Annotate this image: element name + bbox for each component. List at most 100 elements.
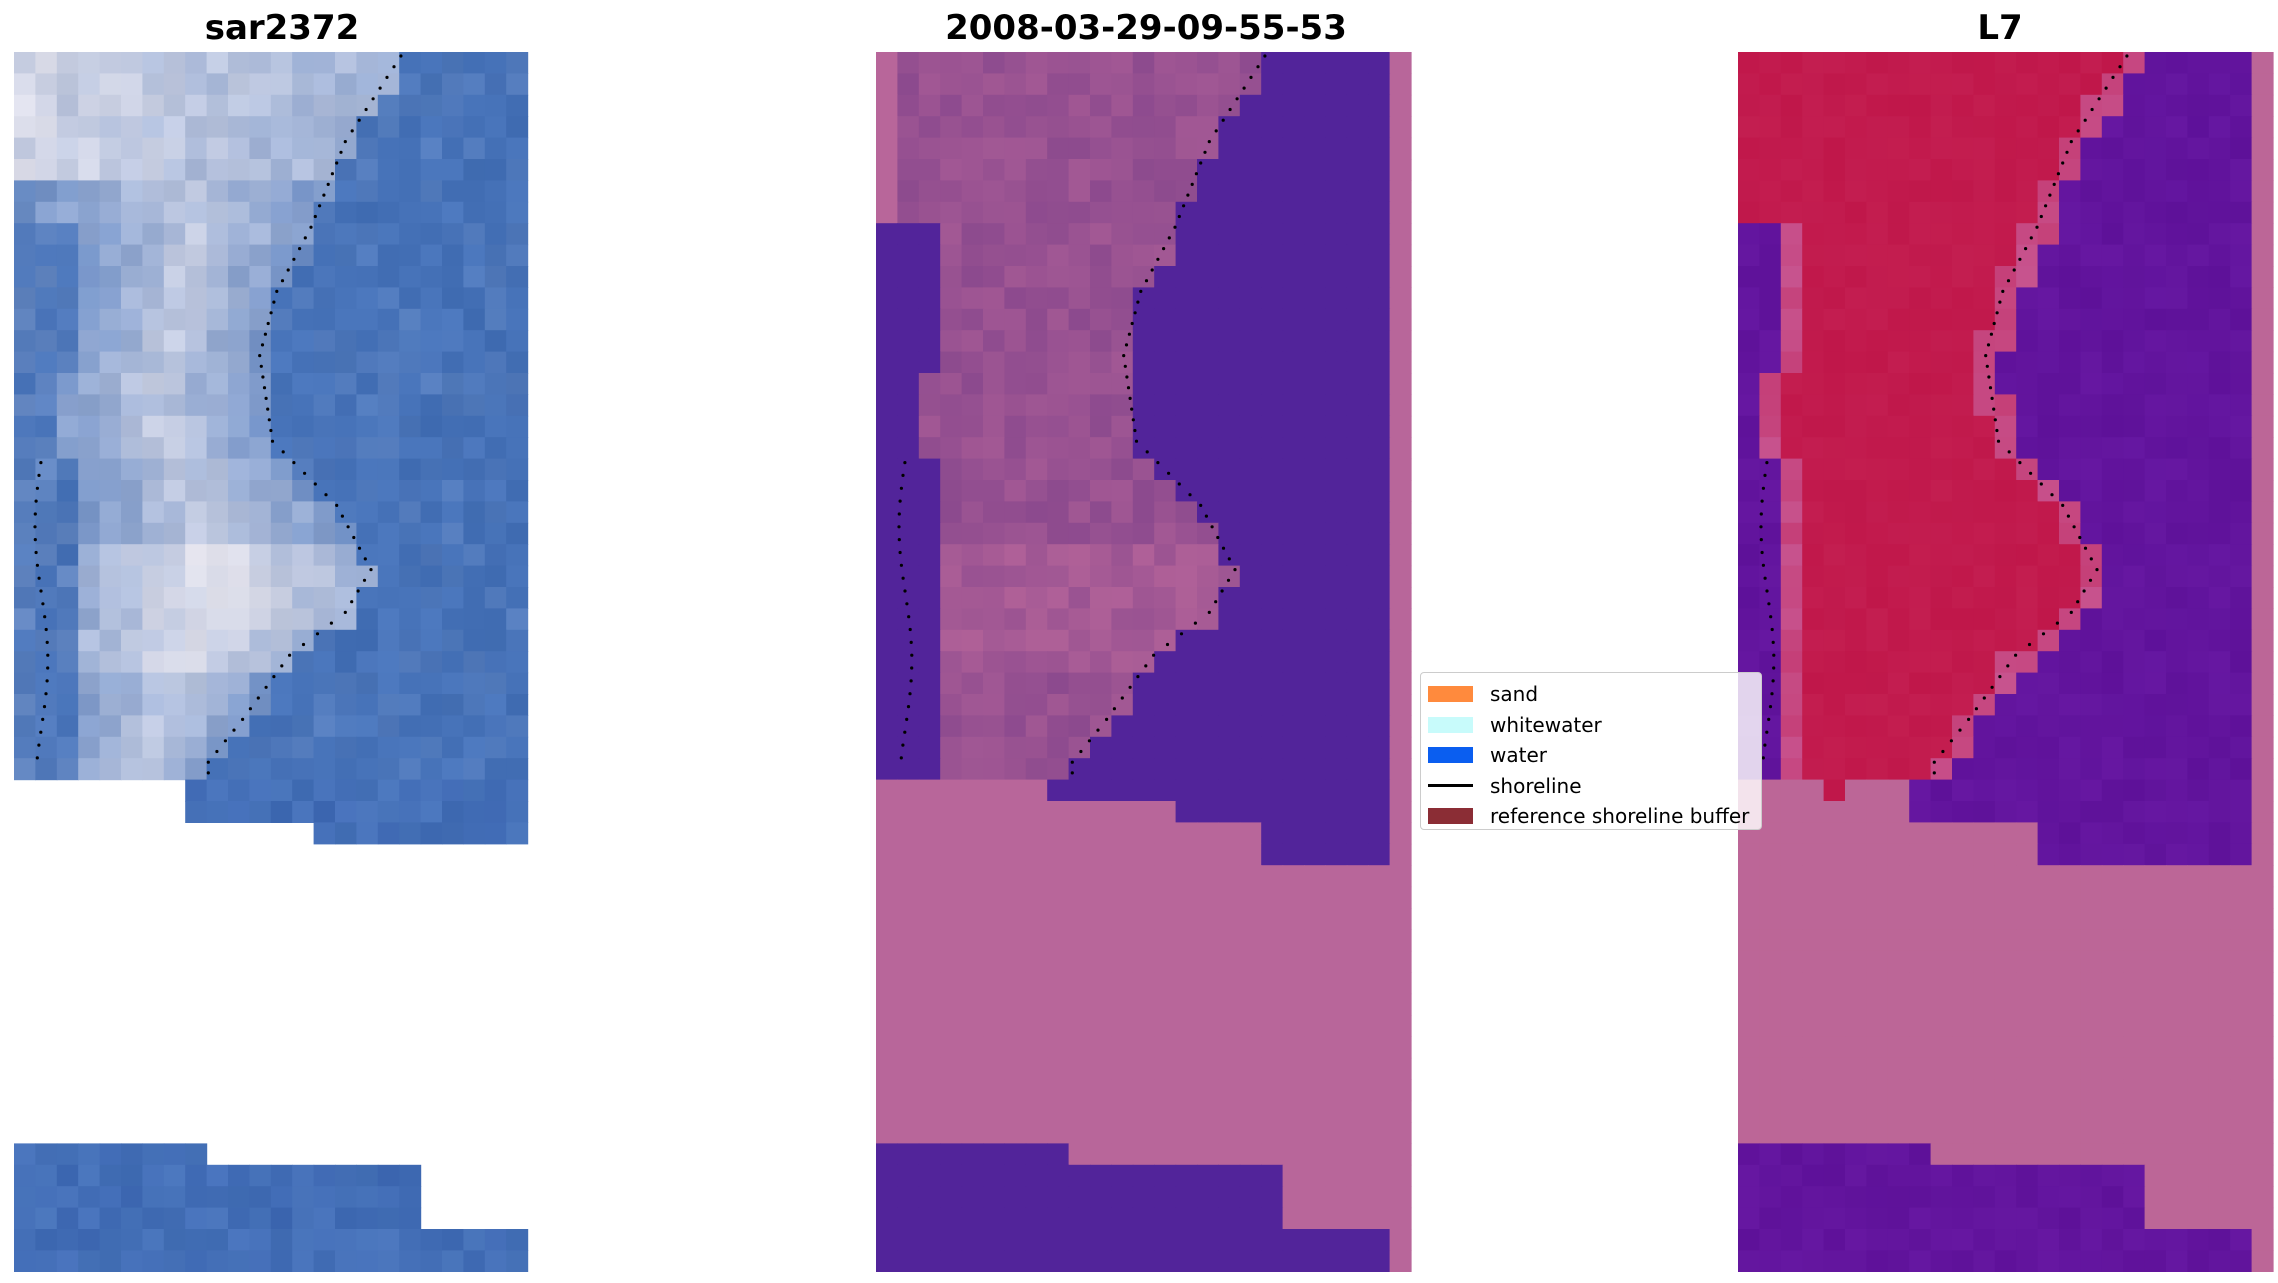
index-pixel <box>1845 1229 1867 1251</box>
rgb-pixel <box>463 736 486 759</box>
class-pixel <box>961 351 984 374</box>
index-pixel <box>1823 801 1846 823</box>
index-pixel <box>2037 1122 2060 1144</box>
rgb-pixel <box>206 52 229 74</box>
class-pixel <box>1175 159 1198 181</box>
rgb-pixel <box>249 287 272 310</box>
rgb-pixel <box>270 501 293 524</box>
rgb-pixel <box>163 308 186 331</box>
index-pixel <box>2059 758 2081 781</box>
rgb-pixel <box>142 1207 165 1230</box>
index-pixel <box>1952 201 1974 224</box>
class-pixel <box>1090 865 1112 888</box>
class-pixel <box>1154 608 1177 631</box>
class-pixel <box>1304 415 1326 438</box>
rgb-pixel <box>163 651 186 674</box>
index-pixel <box>2144 694 2167 716</box>
index-pixel <box>2037 736 2060 759</box>
class-pixel <box>1111 52 1134 74</box>
rgb-pixel <box>35 437 58 460</box>
class-pixel <box>1132 415 1155 438</box>
rgb-pixel <box>249 266 272 288</box>
rgb-pixel <box>249 480 272 502</box>
rgb-pixel <box>292 244 315 267</box>
index-pixel <box>1866 843 1889 866</box>
rgb-pixel <box>356 779 379 802</box>
rgb-pixel <box>356 629 379 652</box>
index-pixel <box>2208 1122 2231 1144</box>
class-pixel <box>1239 351 1262 374</box>
rgb-pixel <box>356 94 379 117</box>
class-pixel <box>918 415 941 438</box>
rgb-pixel <box>228 1250 250 1272</box>
index-pixel <box>2016 886 2039 909</box>
rgb-pixel <box>121 694 143 716</box>
class-pixel <box>1346 1229 1369 1251</box>
index-pixel <box>1866 223 1889 246</box>
index-pixel <box>1845 908 1867 930</box>
index-pixel <box>1887 822 1910 845</box>
rgb-pixel <box>249 758 272 781</box>
class-pixel <box>1282 116 1305 139</box>
rgb-pixel <box>442 52 464 74</box>
rgb-pixel <box>335 94 357 117</box>
class-pixel <box>1111 1122 1134 1144</box>
rgb-pixel <box>78 672 101 695</box>
rgb-pixel <box>377 180 400 203</box>
class-pixel <box>1047 843 1070 866</box>
class-pixel <box>1025 950 1048 973</box>
rgb-pixel <box>56 180 79 203</box>
rgb-pixel <box>163 1143 186 1166</box>
class-pixel <box>1346 159 1369 181</box>
rgb-pixel <box>377 651 400 674</box>
index-pixel <box>2101 1100 2124 1123</box>
index-pixel <box>1823 137 1846 160</box>
rgb-pixel <box>121 651 143 674</box>
rgb-pixel <box>35 73 58 96</box>
index-pixel <box>2208 415 2231 438</box>
class-pixel <box>1004 1250 1027 1272</box>
index-pixel <box>2101 843 2124 866</box>
rgb-pixel <box>420 223 443 246</box>
class-pixel <box>1197 373 1219 395</box>
index-pixel <box>2080 950 2103 973</box>
index-pixel <box>1952 223 1974 246</box>
index-pixel <box>1952 629 1974 652</box>
class-pixel <box>1068 672 1091 695</box>
class-pixel <box>1175 137 1198 160</box>
class-pixel <box>1068 715 1091 738</box>
index-pixel <box>1973 715 1996 738</box>
index-pixel <box>1845 758 1867 781</box>
class-pixel <box>1261 972 1284 995</box>
class-pixel <box>1111 201 1134 224</box>
index-pixel <box>2166 587 2188 609</box>
class-pixel <box>1132 587 1155 609</box>
index-pixel <box>1994 351 2017 374</box>
rgb-pixel <box>206 73 229 96</box>
rgb-pixel <box>56 437 79 460</box>
rgb-pixel <box>228 394 250 417</box>
index-pixel <box>1823 822 1846 845</box>
rgb-pixel <box>442 244 464 267</box>
class-pixel <box>1068 1250 1091 1272</box>
class-pixel <box>1025 1079 1048 1102</box>
class-pixel <box>1111 587 1134 609</box>
index-pixel <box>2059 843 2081 866</box>
water-swatch <box>1428 747 1473 764</box>
class-pixel <box>1025 501 1048 524</box>
class-pixel <box>1025 73 1048 96</box>
class-pixel <box>1304 972 1326 995</box>
index-pixel <box>1759 1143 1782 1166</box>
class-pixel <box>1368 972 1391 995</box>
class-pixel <box>1197 1229 1219 1251</box>
class-pixel <box>983 865 1005 888</box>
legend-item-water: water <box>1421 740 1761 771</box>
rgb-pixel <box>206 1250 229 1272</box>
class-pixel <box>1346 993 1369 1016</box>
rgb-pixel <box>185 116 208 139</box>
class-pixel <box>1197 223 1219 246</box>
class-pixel <box>1239 779 1262 802</box>
rgb-pixel <box>463 779 486 802</box>
index-pixel <box>2101 1079 2124 1102</box>
index-pixel <box>2080 929 2103 952</box>
